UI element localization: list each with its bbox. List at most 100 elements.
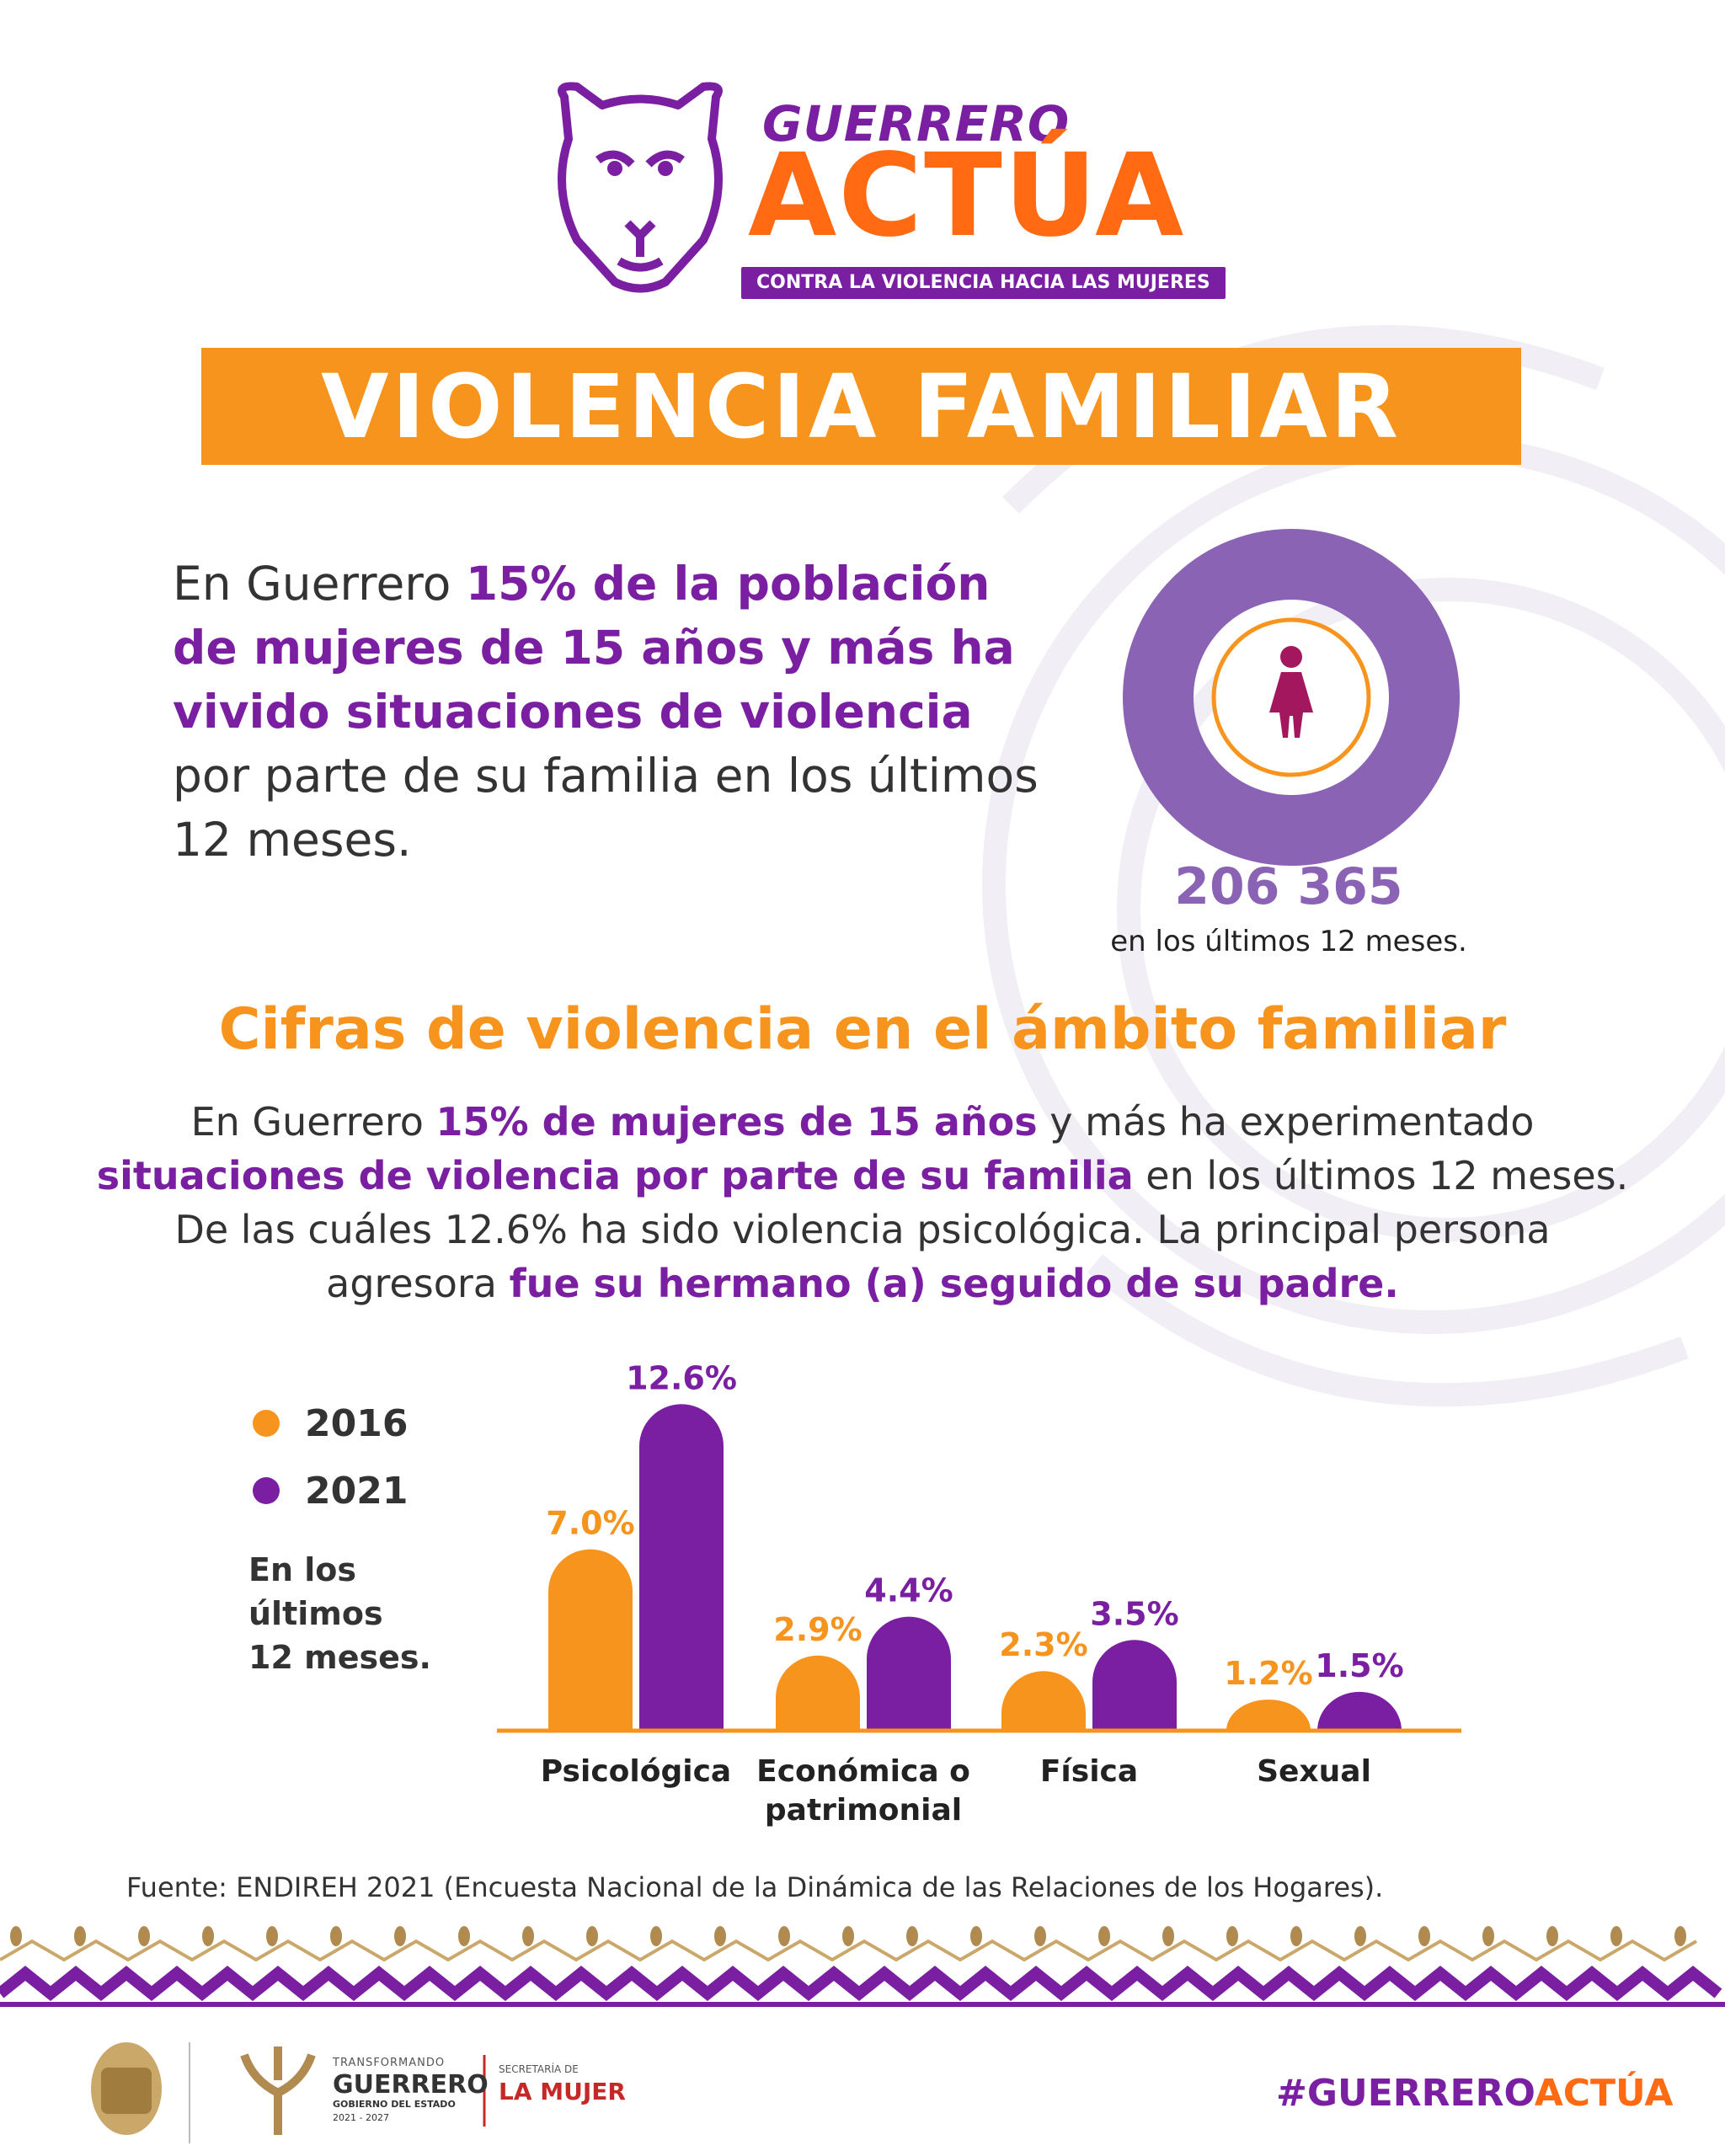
- pattern-line-purple: [0, 2002, 1725, 2007]
- body-highlight-1: 15% de mujeres de 15 años: [435, 1099, 1038, 1145]
- body-paragraph: En Guerrero 15% de mujeres de 15 años y …: [84, 1095, 1641, 1310]
- pattern-seed: [394, 1926, 406, 1946]
- pattern-zigzag-purple: [0, 1966, 1722, 2001]
- bar-2016-0: [548, 1549, 633, 1731]
- coat-of-arms-icon: [91, 2042, 162, 2135]
- decorative-border-pattern: [0, 1926, 1725, 2007]
- stat-number: 206 365: [1174, 857, 1403, 916]
- stat-caption: en los últimos 12 meses.: [1110, 925, 1467, 958]
- pattern-seed: [650, 1926, 662, 1946]
- body-text-3: en los últimos 12 meses. De las cuáles 1…: [174, 1153, 1629, 1306]
- legend-item-2016: 2016: [253, 1390, 505, 1457]
- pattern-seed: [522, 1926, 534, 1946]
- gob-name: GUERRERO: [333, 2070, 489, 2100]
- jaguar-icon: [558, 82, 723, 293]
- pattern-seed: [266, 1926, 278, 1946]
- logo-word-actua: ACTÚA: [748, 130, 1186, 263]
- body-highlight-2: situaciones de violencia por parte de su…: [96, 1153, 1134, 1198]
- pattern-seed: [1546, 1926, 1558, 1946]
- legend-dot-2016: [253, 1410, 280, 1437]
- page-title: VIOLENCIA FAMILIAR: [321, 355, 1402, 458]
- hashtag-part-1: #GUERRERO: [1276, 2072, 1535, 2115]
- pattern-seed: [202, 1926, 214, 1946]
- bar-2021-2: [1092, 1640, 1177, 1731]
- data-label-2021-0: 12.6%: [626, 1359, 737, 1396]
- gob-subtitle: GOBIERNO DEL ESTADO: [333, 2099, 456, 2110]
- category-label-2: Física: [1040, 1754, 1138, 1789]
- data-label-2021-2: 3.5%: [1090, 1595, 1178, 1632]
- pattern-seed: [138, 1926, 150, 1946]
- gob-small-text: TRANSFORMANDO: [333, 2057, 446, 2069]
- legend-label-2021: 2021: [305, 1469, 409, 1513]
- bar-2016-3: [1226, 1700, 1311, 1731]
- legend-dot-2021: [253, 1477, 280, 1504]
- pattern-seed: [330, 1926, 342, 1946]
- secretaria-small-text: SECRETARÍA DE: [499, 2063, 579, 2075]
- pattern-seed: [1290, 1926, 1302, 1946]
- data-label-2016-1: 2.9%: [773, 1611, 862, 1648]
- guerrero-actua-logo: GUERRERO ACTÚA CONTRA LA VIOLENCIA HACIA…: [539, 80, 1230, 307]
- intro-paragraph: En Guerrero 15% de la población de mujer…: [173, 552, 1049, 872]
- secretaria-name: LA MUJER: [499, 2078, 626, 2105]
- pattern-seed: [74, 1926, 86, 1946]
- section-heading: Cifras de violencia en el ámbito familia…: [218, 996, 1507, 1063]
- category-label-0: Psicológica: [541, 1754, 731, 1789]
- pattern-seed: [906, 1926, 918, 1946]
- donut-ring: [1123, 529, 1460, 866]
- pattern-seed: [1674, 1926, 1686, 1946]
- logo-word-guerrero: GUERRERO: [762, 95, 1071, 152]
- intro-text-2: por parte de su familia en los últimos 1…: [173, 749, 1039, 867]
- pattern-seed: [1162, 1926, 1174, 1946]
- hashtag-part-2: ACTÚA: [1534, 2072, 1674, 2115]
- pattern-seed: [1226, 1926, 1238, 1946]
- bar-2021-3: [1317, 1691, 1402, 1731]
- pattern-seed: [778, 1926, 790, 1946]
- category-label-3: Sexual: [1257, 1754, 1371, 1789]
- pattern-seed: [970, 1926, 982, 1946]
- bar-2021-1: [867, 1616, 951, 1731]
- bar-2016-2: [1001, 1671, 1086, 1731]
- legend-label-2016: 2016: [305, 1401, 409, 1445]
- pattern-seed: [586, 1926, 598, 1946]
- bar-2016-1: [776, 1655, 860, 1731]
- title-banner: VIOLENCIA FAMILIAR: [201, 348, 1521, 465]
- donut-graphic: [1123, 529, 1460, 866]
- category-label-1-line2: patrimonial: [765, 1793, 962, 1828]
- bar-chart: 7.0% 12.6% Psicológica 2.9%4.4% Económica o p…: [497, 1359, 1461, 1828]
- bar-2021-0: [639, 1404, 724, 1731]
- category-label-1: Económica o: [756, 1754, 970, 1789]
- pattern-seed: [1098, 1926, 1110, 1946]
- chart-note-line-2: 12 meses.: [248, 1639, 431, 1676]
- legend-item-2021: 2021: [253, 1457, 505, 1524]
- footer-logos: [91, 2042, 486, 2143]
- body-text-2: y más ha experimentado: [1037, 1099, 1535, 1145]
- data-label-2016-2: 2.3%: [999, 1626, 1087, 1663]
- data-label-2021-3: 1.5%: [1315, 1647, 1403, 1684]
- pattern-seed: [1610, 1926, 1622, 1946]
- data-label-2016-0: 7.0%: [546, 1505, 634, 1542]
- body-text-1: En Guerrero: [190, 1099, 436, 1145]
- pattern-seed: [714, 1926, 726, 1946]
- data-label-2021-1: 4.4%: [864, 1572, 953, 1609]
- pattern-seed: [1034, 1926, 1046, 1946]
- gob-years: 2021 - 2027: [333, 2112, 389, 2123]
- pattern-seed: [1482, 1926, 1494, 1946]
- intro-text-1: En Guerrero: [173, 557, 466, 611]
- pattern-seed: [458, 1926, 470, 1946]
- pattern-seed: [842, 1926, 854, 1946]
- pattern-zigzag-gold: [0, 1939, 1698, 1962]
- logo-tagline: CONTRA LA VIOLENCIA HACIA LAS MUJERES: [741, 267, 1226, 299]
- intro-highlight: 15% de la población de mujeres de 15 año…: [173, 557, 1015, 739]
- hashtag: #GUERREROACTÚA: [1276, 2072, 1674, 2115]
- pattern-seed: [1354, 1926, 1366, 1946]
- tree-logo-icon: [240, 2047, 316, 2135]
- data-label-2016-3: 1.2%: [1224, 1655, 1312, 1692]
- pattern-seed: [1418, 1926, 1430, 1946]
- pattern-seed: [10, 1926, 22, 1946]
- chart-note: En los últimos 12 meses.: [248, 1548, 501, 1679]
- source-note: Fuente: ENDIREH 2021 (Encuesta Nacional …: [126, 1871, 1384, 1903]
- woman-icon: [1269, 646, 1313, 738]
- body-highlight-3: fue su hermano (a) seguido de su padre.: [509, 1261, 1399, 1306]
- chart-legend: 2016 2021: [253, 1390, 505, 1524]
- chart-note-line-1: En los últimos: [248, 1551, 383, 1632]
